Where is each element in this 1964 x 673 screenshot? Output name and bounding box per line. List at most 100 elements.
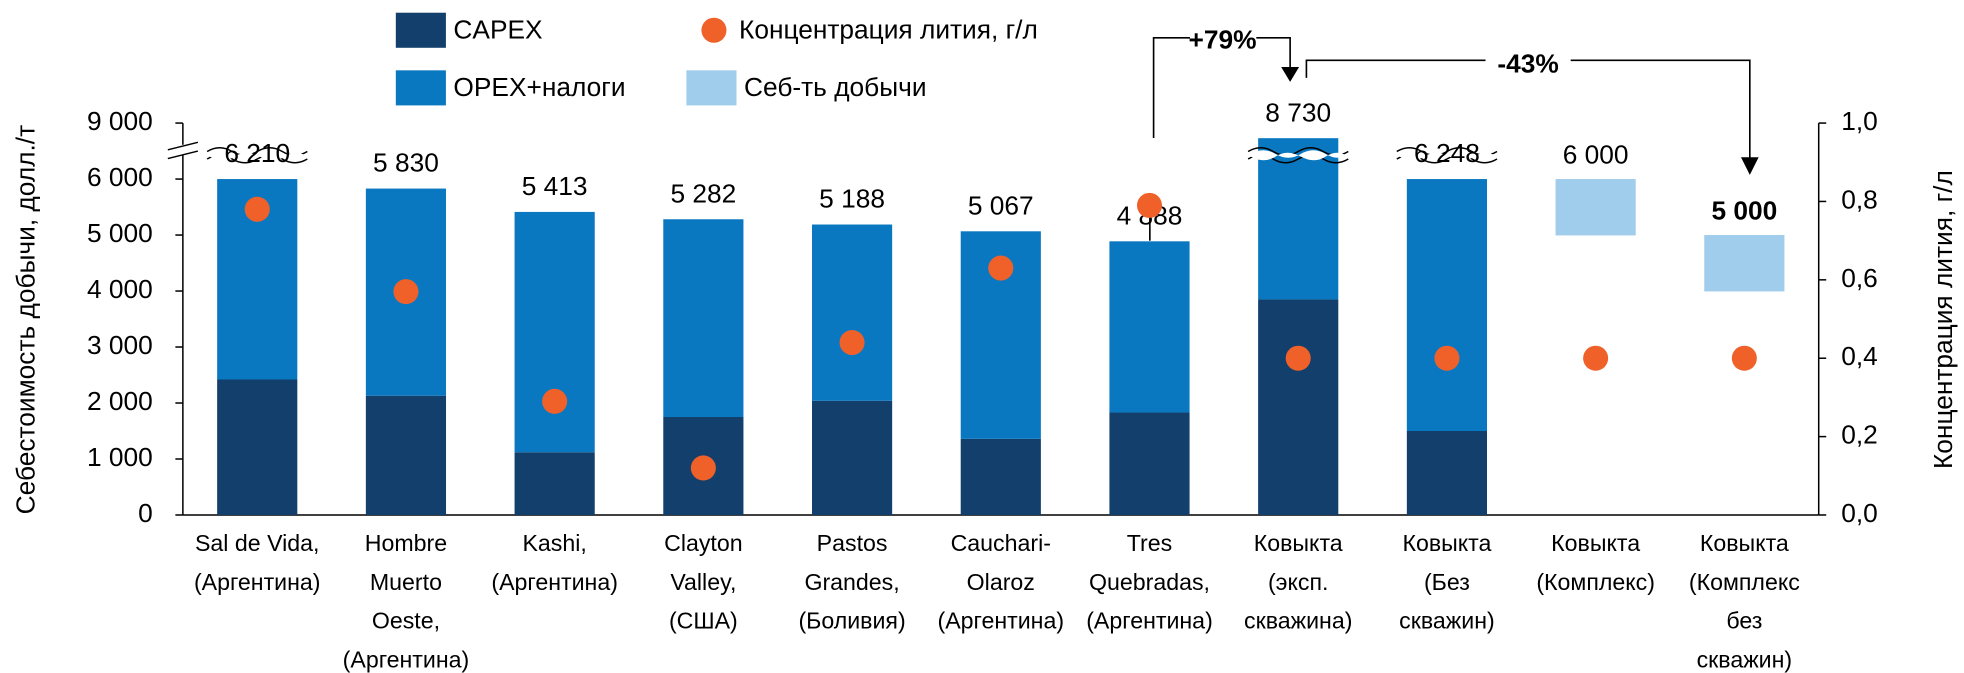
legend-swatch <box>686 70 737 106</box>
x-tick-label-line: Pastos <box>817 530 888 556</box>
x-tick-label-line: Hombre <box>365 530 447 556</box>
x-tick-label-line: (Аргентина) <box>194 569 321 595</box>
bracket <box>1570 59 1751 161</box>
x-tick-label-line: Kashi, <box>522 530 586 556</box>
bar <box>514 211 595 453</box>
x-tick-label: Clayton Valley, (США) <box>664 530 743 634</box>
x-tick-label-line: Oeste, <box>372 608 440 634</box>
total-label: 5 282 <box>670 178 736 208</box>
concentration-dot <box>393 279 419 305</box>
legend-swatch <box>395 12 446 48</box>
annotation-brackets <box>1149 36 1759 241</box>
x-tick-label-line: Clayton <box>664 530 743 556</box>
bar <box>1109 241 1190 413</box>
data-label: 6 000 <box>1563 139 1629 169</box>
bracket <box>1305 59 1486 78</box>
x-tick-label-line: скважин) <box>1399 608 1495 634</box>
x-tick-label-line: Quebradas, <box>1089 569 1210 595</box>
y-tick-label: 6 000 <box>87 162 153 192</box>
y2-tick-label: 0,2 <box>1841 420 1878 450</box>
x-tick-label: Ковыкта (Комплекс без скважин) <box>1689 530 1800 672</box>
x-tick-label: Ковыкта (Комплекс) <box>1536 530 1655 595</box>
legend-label: CAPEX <box>453 14 542 44</box>
concentration-dot <box>1285 345 1311 371</box>
y-tick-label: 9 000 <box>87 106 153 136</box>
y-tick-label: 2 000 <box>87 386 153 416</box>
x-tick-label-line: без <box>1726 608 1762 634</box>
x-tick-label-line: Ковыкта <box>1700 530 1789 556</box>
bar <box>960 438 1041 515</box>
y2-tick-label: 0,6 <box>1841 263 1878 293</box>
bar-break-gap <box>1399 150 1498 161</box>
x-tick-label-line: Sal de Vida, <box>195 530 319 556</box>
bar <box>1258 138 1339 300</box>
total-label: 8 730 <box>1265 97 1331 127</box>
total-label: 5 413 <box>522 171 588 201</box>
x-tick-label-line: Muerto <box>370 569 442 595</box>
annotation: +79% <box>1188 24 1256 54</box>
bar <box>663 219 744 418</box>
y-tick-label: 1 000 <box>87 442 153 472</box>
legend-label: Концентрация лития, г/л <box>739 14 1038 44</box>
legend-swatch <box>395 70 446 106</box>
annotation: -43% <box>1497 48 1558 78</box>
concentration-dot <box>1136 192 1163 218</box>
x-tick-label-line: Tres <box>1127 530 1172 556</box>
concentration-dot <box>1434 345 1460 371</box>
x-tick-label: Cauchari- Olaroz (Аргентина) <box>938 530 1065 634</box>
arrow <box>1281 67 1300 82</box>
bar <box>1406 431 1488 515</box>
x-tick-label-line: (Аргентина) <box>938 608 1065 634</box>
axis-break <box>167 141 199 151</box>
y-tick-label: 5 000 <box>87 218 153 248</box>
bar-break-gap <box>209 150 308 161</box>
y2-tick-label: 0,0 <box>1841 498 1878 528</box>
concentration-dot <box>244 196 270 222</box>
x-tick-label-line: Ковыкта <box>1254 530 1343 556</box>
bar <box>217 379 298 515</box>
concentration-dot <box>1583 345 1609 371</box>
x-tick-label-line: (США) <box>669 608 738 634</box>
x-tick-label-line: (эксп. <box>1268 569 1328 595</box>
bar <box>1258 299 1339 515</box>
concentration-dot <box>1731 345 1757 371</box>
total-label: 5 067 <box>968 190 1034 220</box>
x-tick-label: Ковыкта (Без скважин) <box>1399 530 1495 634</box>
bar <box>1406 179 1488 432</box>
concentration-dot <box>839 330 865 356</box>
x-tick-label-line: Cauchari- <box>951 530 1051 556</box>
x-tick-label-line: (Комплекс <box>1689 569 1800 595</box>
y2-tick-label: 0,8 <box>1841 184 1878 214</box>
axis-break-gap <box>167 144 198 155</box>
total-label: 5 188 <box>819 184 885 214</box>
arrow <box>1740 157 1759 175</box>
x-tick-label-line: Olaroz <box>967 569 1035 595</box>
x-tick-label-line: (Аргентина) <box>1086 608 1213 634</box>
x-tick-label: Kashi, (Аргентина) <box>491 530 618 595</box>
legend-swatch <box>701 17 727 43</box>
bar <box>1109 412 1190 515</box>
y-tick-label: 0 <box>138 498 153 528</box>
y-tick-label: 4 000 <box>87 274 153 304</box>
bracket <box>1152 36 1190 138</box>
cost-box <box>1555 179 1636 236</box>
legend-label: OPEX+налоги <box>453 72 625 102</box>
y-tick-label: 3 000 <box>87 330 153 360</box>
y-axis-label: Себестоимость добычи, долл./т <box>11 125 41 514</box>
concentration-dot <box>690 455 716 481</box>
y2-axis-label: Концентрация лития, г/л <box>1928 170 1958 469</box>
bar-break-gap <box>1250 150 1349 161</box>
x-tick-label-line: скважин) <box>1697 647 1793 673</box>
x-tick-label: Hombre Muerto Oeste, (Аргентина) <box>343 530 470 672</box>
x-tick-label-line: (Боливия) <box>798 608 905 634</box>
cost-box <box>1704 235 1785 292</box>
x-tick-label-line: Ковыкта <box>1551 530 1640 556</box>
x-tick-label-line: (Аргентина) <box>343 647 470 673</box>
y2-tick-label: 0,4 <box>1841 341 1878 371</box>
axis-break <box>167 150 199 160</box>
x-tick-label: Ковыкта (эксп. скважина) <box>1244 530 1352 634</box>
x-tick-label-line: (Без <box>1424 569 1470 595</box>
bar <box>365 395 447 515</box>
x-tick-label: Sal de Vida, (Аргентина) <box>194 530 321 595</box>
